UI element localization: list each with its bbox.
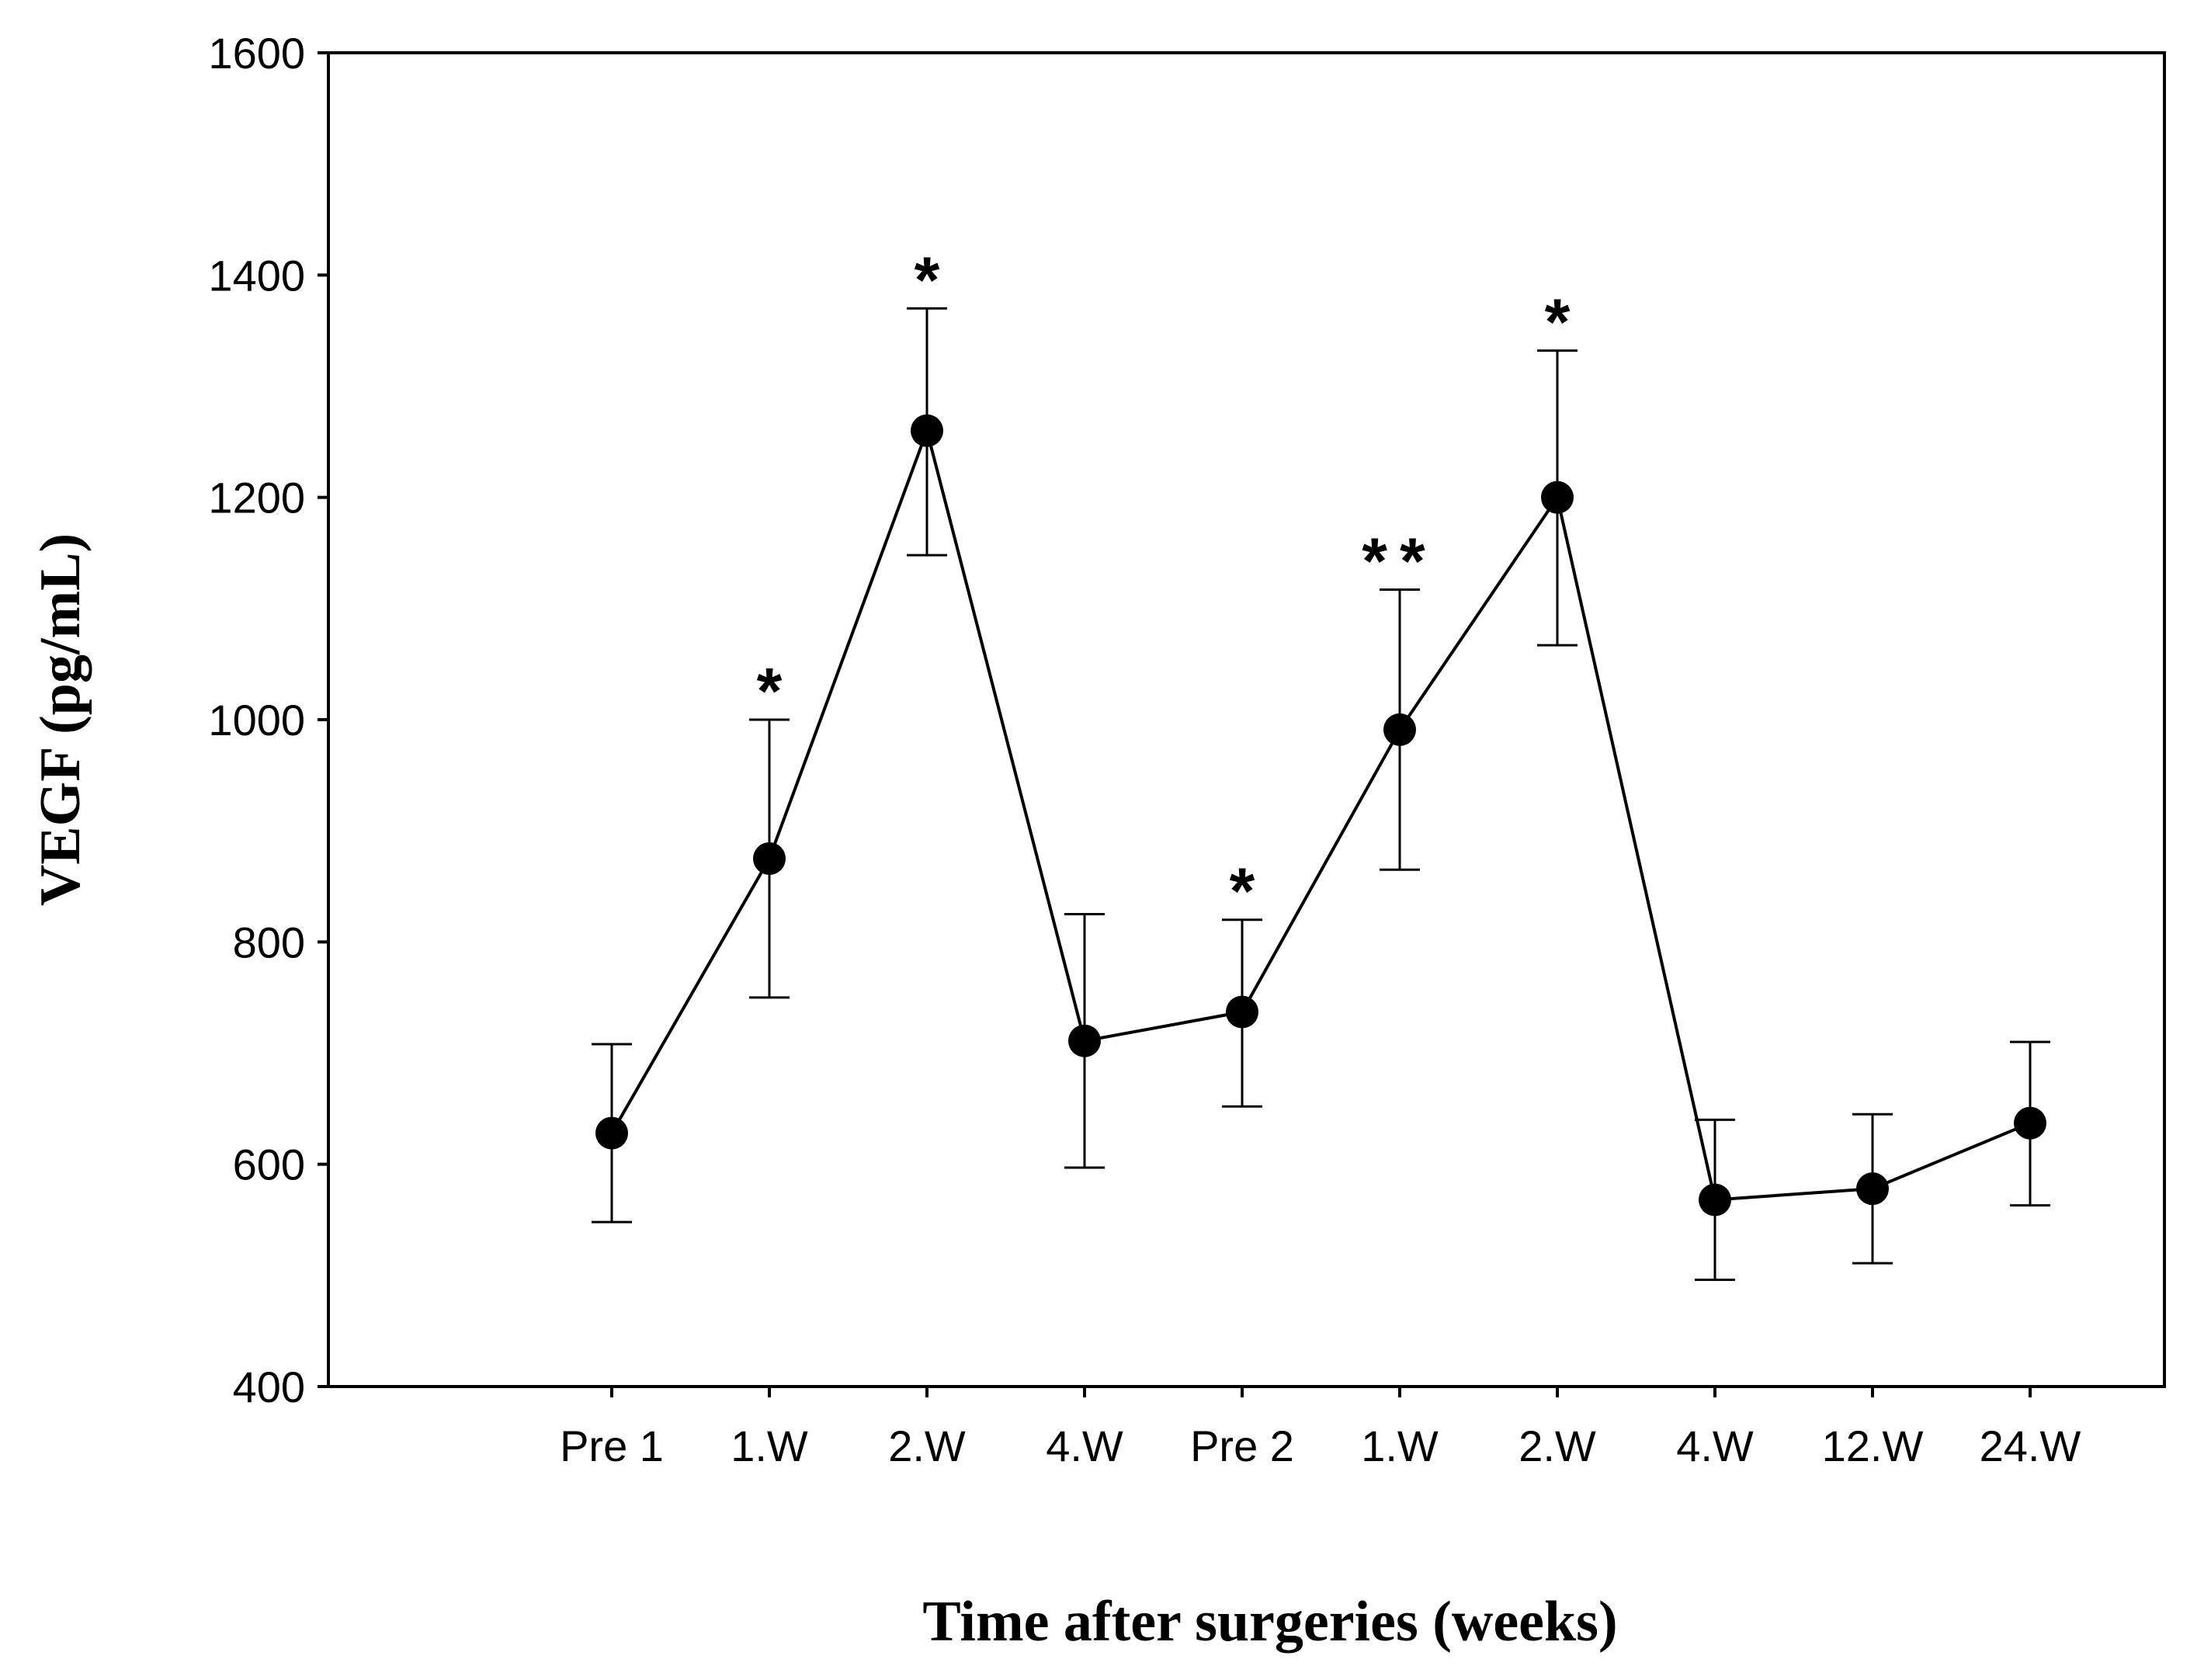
data-point: [1541, 481, 1574, 514]
x-tick-label: 1.W: [1361, 1421, 1439, 1470]
data-point: [911, 414, 943, 447]
y-axis: 400 600 800 1000 1200 1400 1600: [208, 29, 328, 1411]
significance-mark: *: [1230, 855, 1255, 928]
significance-marks: ******: [757, 243, 1571, 927]
significance-mark: *: [1545, 286, 1571, 359]
x-tick-label: 1.W: [731, 1421, 808, 1470]
x-tick-label: 2.W: [1519, 1421, 1596, 1470]
y-tick-label: 1000: [208, 696, 305, 745]
data-point: [1699, 1183, 1731, 1217]
data-point: [1226, 995, 1258, 1029]
data-point: [595, 1116, 628, 1150]
y-tick-label: 800: [233, 918, 305, 967]
data-point: [2014, 1106, 2046, 1140]
x-tick-label: Pre 2: [1190, 1421, 1294, 1470]
x-tick-label: 2.W: [888, 1421, 966, 1470]
plot-frame: [327, 51, 2166, 1388]
significance-mark: **: [1362, 524, 1437, 597]
x-tick-label: Pre 1: [560, 1421, 664, 1470]
x-tick-label: 4.W: [1046, 1421, 1123, 1470]
y-tick-label: 1200: [208, 474, 305, 522]
significance-mark: *: [757, 654, 783, 727]
y-tick-label: 1400: [208, 251, 305, 300]
data-points: [595, 414, 2046, 1217]
error-bars: [592, 307, 2050, 1282]
x-tick-label: 12.W: [1822, 1421, 1924, 1470]
x-axis-title: Time after surgeries (weeks): [922, 1590, 1617, 1654]
y-tick-label: 600: [233, 1140, 305, 1189]
significance-mark: *: [915, 243, 940, 316]
series-line: [610, 425, 2031, 1202]
y-axis-title: VEGF (pg/mL): [29, 533, 92, 906]
data-point: [1068, 1024, 1101, 1057]
x-axis: Pre 1 1.W 2.W 4.W Pre 2 1.W 2.W 4.W 12.W 24.W: [560, 1387, 2081, 1470]
y-tick-label: 400: [233, 1362, 305, 1411]
data-point: [1383, 713, 1416, 746]
x-tick-label: 4.W: [1676, 1421, 1754, 1470]
data-point: [1856, 1172, 1889, 1206]
x-tick-label: 24.W: [1980, 1421, 2081, 1470]
y-tick-label: 1600: [208, 29, 305, 78]
data-point: [753, 842, 786, 875]
